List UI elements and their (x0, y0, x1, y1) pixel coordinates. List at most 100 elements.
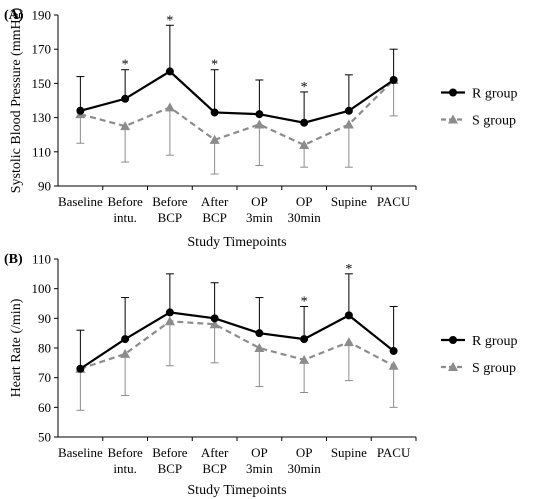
data-point (299, 139, 310, 149)
y-tick-label: 150 (32, 76, 52, 91)
x-tick-label: Baseline (58, 194, 103, 209)
legend-label: R group (472, 87, 518, 102)
y-tick-label: 50 (38, 430, 51, 445)
data-point (254, 343, 265, 352)
x-tick-label: OP (296, 194, 313, 209)
y-tick-label: 80 (38, 341, 51, 356)
data-point (164, 102, 175, 112)
series-line (80, 79, 395, 147)
legend-label: S group (472, 361, 516, 376)
legend-label: R group (472, 334, 518, 349)
series-line (79, 311, 395, 370)
y-tick-label: 70 (38, 370, 51, 385)
y-tick-label: 110 (32, 144, 51, 159)
data-point (344, 106, 353, 115)
series-r-group (76, 273, 398, 373)
data-point (210, 314, 219, 323)
series-s-group (75, 316, 399, 411)
legend-marker (449, 336, 457, 344)
x-tick-label: Before (107, 445, 143, 460)
data-point (209, 134, 220, 144)
legend-item: R group (441, 87, 518, 102)
data-point (120, 348, 131, 358)
significance-marker: * (122, 58, 129, 73)
x-tick-label: intu. (113, 461, 136, 476)
x-tick-label: 3min (246, 210, 273, 225)
data-point (389, 346, 398, 355)
significance-marker: * (301, 80, 308, 95)
data-point (121, 94, 130, 103)
y-tick-label: 100 (32, 281, 52, 296)
x-tick-label: Supine (331, 445, 367, 460)
x-tick-label: Supine (331, 194, 367, 209)
legend-marker (449, 88, 457, 97)
x-tick-label: Before (107, 194, 143, 209)
data-point (300, 335, 309, 344)
data-point (389, 75, 398, 84)
data-point (76, 364, 85, 373)
x-axis-label: Study Timepoints (187, 483, 286, 498)
data-point (76, 106, 85, 115)
series-line (80, 320, 395, 370)
data-point (299, 354, 310, 364)
y-tick-label: 60 (38, 400, 51, 415)
x-tick-label: BCP (202, 461, 227, 476)
data-point (164, 316, 175, 326)
y-tick-label: 130 (32, 110, 52, 125)
data-point (165, 308, 174, 317)
x-tick-label: 30min (288, 210, 322, 225)
series-r-group (76, 24, 398, 127)
y-tick-label: 190 (32, 8, 52, 23)
x-tick-label: Before (152, 194, 188, 209)
x-tick-label: PACU (377, 445, 411, 460)
x-tick-label: OP (251, 445, 268, 460)
legend-marker (448, 114, 458, 124)
data-point (210, 108, 219, 117)
panel-label: (A) (4, 8, 24, 23)
data-point (388, 360, 399, 370)
y-tick-label: 90 (38, 311, 51, 326)
x-tick-label: BCP (202, 210, 227, 225)
x-tick-label: intu. (113, 210, 136, 225)
data-point (120, 121, 131, 131)
significance-marker: * (211, 58, 218, 73)
data-point (254, 119, 265, 129)
legend-item: S group (441, 114, 516, 129)
x-tick-label: After (201, 194, 229, 209)
legend-item: R group (441, 334, 518, 349)
data-point (165, 67, 174, 76)
data-point (209, 319, 220, 329)
legend-item: S group (441, 361, 516, 376)
data-point (300, 118, 309, 127)
x-tick-label: After (201, 445, 229, 460)
x-tick-label: 3min (246, 461, 273, 476)
y-tick-label: 110 (32, 252, 51, 267)
y-tick-label: 90 (38, 179, 51, 194)
series-s-group (75, 74, 399, 175)
x-tick-label: OP (296, 445, 313, 460)
data-point (255, 110, 264, 119)
data-point (255, 329, 264, 338)
x-tick-label: PACU (377, 194, 411, 209)
legend-label: S group (472, 114, 516, 129)
x-tick-label: 30min (288, 461, 322, 476)
y-axis-label: Systolic Blood Pressure (mmHg) (9, 7, 24, 193)
data-point (121, 335, 130, 344)
significance-marker: * (166, 13, 173, 28)
significance-marker: * (345, 262, 352, 277)
panel-label: (B) (4, 252, 23, 267)
significance-marker: * (301, 294, 308, 309)
series-line (80, 70, 395, 124)
y-axis-label: Heart Rate (/min) (9, 298, 24, 397)
x-tick-label: BCP (158, 461, 183, 476)
x-tick-label: Baseline (58, 445, 103, 460)
y-tick-label: 170 (32, 42, 52, 57)
x-tick-label: BCP (158, 210, 183, 225)
data-point (343, 119, 354, 129)
x-tick-label: OP (251, 194, 268, 209)
x-tick-label: Before (152, 445, 188, 460)
x-axis-label: Study Timepoints (187, 235, 286, 250)
